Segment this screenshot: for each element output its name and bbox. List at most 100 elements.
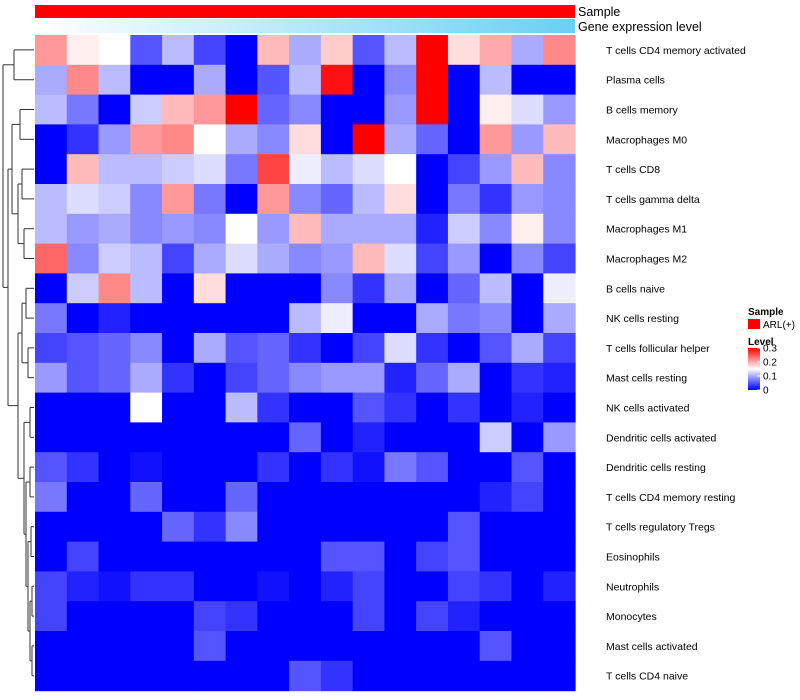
heatmap-cell — [193, 511, 227, 543]
heatmap-cell — [416, 213, 449, 245]
heatmap-cell — [384, 482, 417, 513]
heatmap-cell — [511, 511, 544, 543]
heatmap-cell — [320, 452, 354, 483]
heatmap-cell — [225, 482, 258, 513]
heatmap-cell — [384, 333, 417, 364]
heatmap-cell — [66, 392, 100, 423]
row-label: T cells follicular helper — [606, 343, 710, 355]
heatmap-cell — [66, 452, 100, 483]
heatmap-cell — [320, 362, 354, 394]
heatmap-cell — [225, 571, 258, 602]
heatmap-cell — [130, 631, 163, 662]
heatmap-cell — [289, 601, 322, 632]
heatmap-cell — [384, 392, 417, 423]
heatmap-cell — [511, 422, 544, 453]
heatmap-cell — [511, 213, 544, 245]
heatmap-cell — [162, 511, 195, 543]
heatmap-cell — [193, 631, 227, 662]
heatmap-cell — [447, 511, 481, 543]
heatmap-cell — [447, 333, 481, 364]
row-label: Mast cells resting — [606, 373, 687, 385]
heatmap-cell — [320, 94, 354, 125]
heatmap-cell — [193, 184, 227, 215]
heatmap-cell — [35, 303, 68, 334]
heatmap-cell — [352, 154, 386, 185]
heatmap-cell — [193, 452, 227, 483]
heatmap-cell — [416, 94, 449, 125]
heatmap-cell — [511, 124, 544, 155]
row-label: Macrophages M1 — [606, 224, 687, 236]
heatmap-cell — [320, 571, 354, 602]
heatmap-cell — [289, 303, 322, 334]
heatmap-cell — [479, 631, 513, 662]
heatmap-cell — [479, 35, 513, 66]
heatmap-cell — [511, 631, 544, 662]
heatmap-cell — [447, 660, 481, 692]
heatmap-cell — [162, 303, 195, 334]
row-label: T cells CD4 memory activated — [606, 45, 746, 57]
heatmap-cell — [479, 213, 513, 245]
heatmap-cell — [447, 243, 481, 274]
heatmap-cell — [98, 64, 131, 96]
heatmap-cell — [384, 184, 417, 215]
row-label: T cells regulatory Tregs — [606, 522, 715, 534]
heatmap-cell — [98, 660, 131, 692]
row-label: Mast cells activated — [606, 641, 698, 653]
heatmap-cell — [193, 541, 227, 572]
heatmap-cell — [35, 184, 68, 215]
heatmap-cell — [416, 511, 449, 543]
heatmap-cell — [352, 452, 386, 483]
heatmap-cell — [257, 601, 290, 632]
heatmap-cell — [352, 35, 386, 66]
heatmap-cell — [257, 631, 290, 662]
legend-sample-title: Sample — [748, 307, 784, 318]
heatmap-cell — [352, 273, 386, 304]
heatmap-cell — [352, 660, 386, 692]
heatmap-cell — [225, 213, 258, 245]
heatmap-cell — [66, 601, 100, 632]
heatmap-cell — [162, 333, 195, 364]
sample-annotation-label: Sample — [578, 5, 620, 19]
heatmap-cell — [130, 660, 163, 692]
sample-annotation-bar — [35, 5, 575, 18]
heatmap-cell — [289, 631, 322, 662]
heatmap-cell — [416, 631, 449, 662]
heatmap-cell — [447, 303, 481, 334]
heatmap-cell — [320, 273, 354, 304]
heatmap-cell — [289, 571, 322, 602]
heatmap-cell — [130, 452, 163, 483]
heatmap-cell — [511, 362, 544, 394]
heatmap-cell — [130, 64, 163, 96]
heatmap-cell — [479, 333, 513, 364]
heatmap-cell — [543, 541, 576, 572]
heatmap-cell — [66, 154, 100, 185]
heatmap-cell — [447, 452, 481, 483]
heatmap-cell — [384, 303, 417, 334]
heatmap-cell — [35, 94, 68, 125]
row-label: T cells CD8 — [606, 164, 660, 176]
heatmap-cell — [193, 571, 227, 602]
heatmap-cell — [130, 94, 163, 125]
heatmap-cell — [193, 333, 227, 364]
legend-level-tick-label: 0.1 — [763, 372, 777, 383]
heatmap-cell — [447, 392, 481, 423]
heatmap-cell — [162, 124, 195, 155]
heatmap-cell — [384, 422, 417, 453]
heatmap-cell — [543, 64, 576, 96]
legend-level-gradient — [748, 348, 760, 390]
heatmap-cell — [352, 64, 386, 96]
heatmap-cell — [98, 511, 131, 543]
heatmap-cell — [479, 154, 513, 185]
heatmap-cell — [352, 511, 386, 543]
heatmap-cell — [257, 64, 290, 96]
heatmap-cell — [35, 601, 68, 632]
heatmap-cell — [352, 482, 386, 513]
heatmap-cell — [543, 184, 576, 215]
heatmap-cell — [543, 273, 576, 304]
heatmap-cell — [479, 184, 513, 215]
heatmap-cell — [130, 273, 163, 304]
heatmap-cell — [66, 124, 100, 155]
heatmap-cell — [289, 273, 322, 304]
row-label: T cells gamma delta — [606, 194, 700, 206]
heatmap-cell — [257, 422, 290, 453]
